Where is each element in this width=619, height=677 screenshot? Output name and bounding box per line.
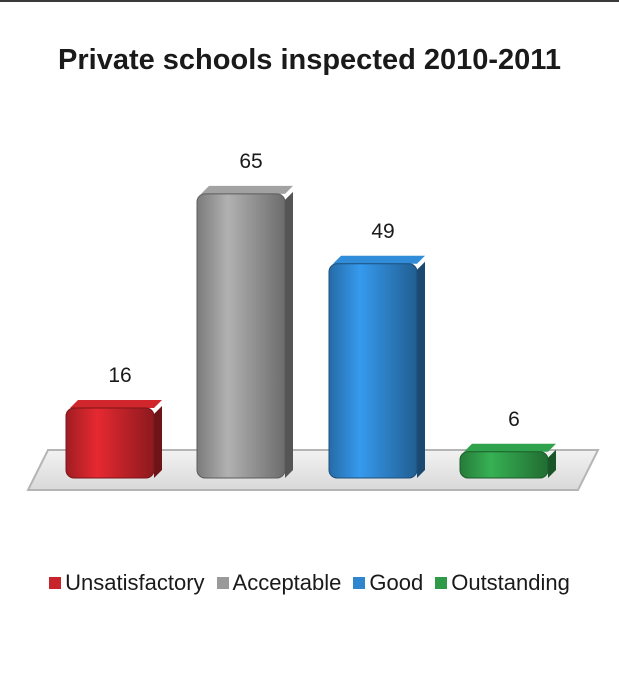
data-label-acceptable: 65 bbox=[239, 150, 262, 173]
legend-item-unsatisfactory: Unsatisfactory bbox=[49, 570, 205, 596]
bar-top-outstanding bbox=[464, 443, 556, 452]
top-divider bbox=[0, 0, 619, 2]
bar-side-unsatisfactory bbox=[154, 406, 162, 478]
bar-side-good bbox=[417, 261, 425, 478]
bar-top-unsatisfactory bbox=[70, 400, 162, 409]
bar-acceptable bbox=[196, 193, 286, 479]
legend-label-acceptable: Acceptable bbox=[232, 570, 342, 595]
legend-swatch-good bbox=[353, 577, 366, 589]
bars-group bbox=[65, 185, 556, 479]
chart-legend: Unsatisfactory Acceptable Good Outstanding bbox=[0, 570, 619, 596]
legend-label-outstanding: Outstanding bbox=[451, 570, 570, 595]
data-labels-group: 16 65 49 6 bbox=[108, 150, 520, 431]
data-label-outstanding: 6 bbox=[508, 408, 520, 431]
data-label-good: 49 bbox=[371, 220, 394, 243]
bar-outstanding bbox=[459, 451, 549, 479]
bar-side-outstanding bbox=[548, 449, 556, 478]
legend-label-good: Good bbox=[369, 570, 424, 595]
legend-swatch-unsatisfactory bbox=[49, 577, 62, 589]
bar-side-acceptable bbox=[285, 191, 293, 478]
bar-top-acceptable bbox=[201, 185, 293, 194]
bar-unsatisfactory bbox=[65, 407, 155, 479]
chart-title: Private schools inspected 2010-2011 bbox=[58, 44, 561, 76]
legend-item-acceptable: Acceptable bbox=[216, 570, 342, 596]
legend-item-good: Good bbox=[353, 570, 423, 596]
bar-top-good bbox=[333, 255, 425, 264]
legend-item-outstanding: Outstanding bbox=[435, 570, 570, 596]
legend-swatch-acceptable bbox=[216, 577, 229, 589]
bar-chart: 16 65 49 6 bbox=[26, 150, 600, 491]
data-label-unsatisfactory: 16 bbox=[108, 364, 131, 387]
bar-good bbox=[328, 263, 418, 479]
legend-label-unsatisfactory: Unsatisfactory bbox=[65, 570, 205, 595]
legend-swatch-outstanding bbox=[435, 577, 448, 589]
